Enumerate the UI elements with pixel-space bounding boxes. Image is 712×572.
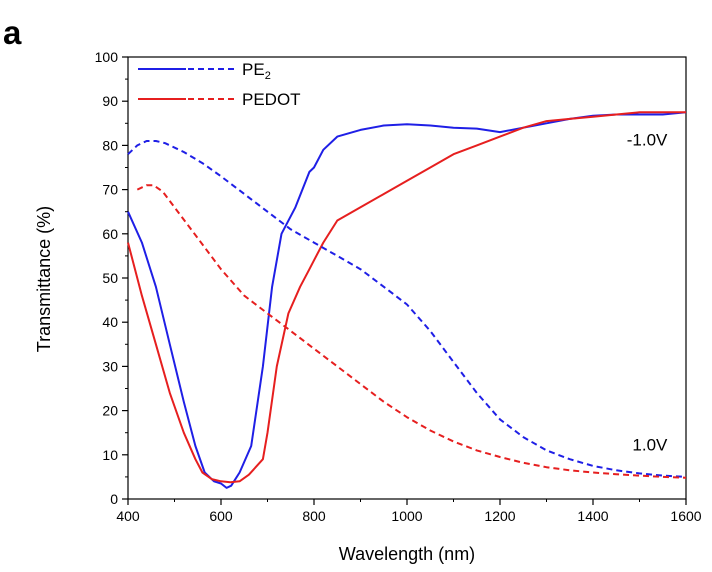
y-tick-label: 90 — [102, 93, 118, 109]
legend-label: PE2 — [242, 60, 271, 82]
legend: PE2 PEDOT — [138, 60, 301, 109]
series-pe2-1-0v — [127, 140, 687, 478]
x-tick-label: 400 — [116, 508, 140, 524]
y-tick-label: 60 — [102, 226, 118, 242]
y-tick-label: 50 — [102, 270, 118, 286]
y-tick-label: 40 — [102, 314, 118, 330]
series-pedot-1-0v — [136, 184, 687, 479]
series-pedot-1-0v — [127, 111, 686, 484]
y-axis: 0 10 20 30 40 50 60 70 80 90 100 — [95, 49, 128, 507]
y-tick-label: 80 — [102, 137, 118, 153]
x-tick-label: 1600 — [670, 508, 701, 524]
x-axis: 400 600 800 1000 1200 1400 1600 — [116, 499, 702, 524]
y-tick-label: 30 — [102, 358, 118, 374]
x-tick-label: 600 — [209, 508, 233, 524]
y-tick-label: 20 — [102, 403, 118, 419]
y-tick-label: 100 — [95, 49, 119, 65]
annotations: -1.0V 1.0V — [627, 130, 668, 454]
y-tick-label: 10 — [102, 447, 118, 463]
series-layer — [127, 111, 687, 489]
voltage-annotation: 1.0V — [632, 435, 668, 454]
x-tick-label: 1200 — [484, 508, 515, 524]
y-tick-label: 70 — [102, 182, 118, 198]
y-axis-title: Transmittance (%) — [34, 206, 54, 352]
panel-label: a — [3, 14, 22, 51]
x-tick-label: 1400 — [577, 508, 608, 524]
x-tick-label: 1000 — [391, 508, 422, 524]
series-pe2-1-0v — [127, 111, 687, 489]
voltage-annotation: -1.0V — [627, 130, 668, 149]
x-axis-title: Wavelength (nm) — [339, 544, 475, 564]
y-tick-label: 0 — [110, 491, 118, 507]
x-tick-label: 800 — [302, 508, 326, 524]
legend-label: PEDOT — [242, 90, 301, 109]
